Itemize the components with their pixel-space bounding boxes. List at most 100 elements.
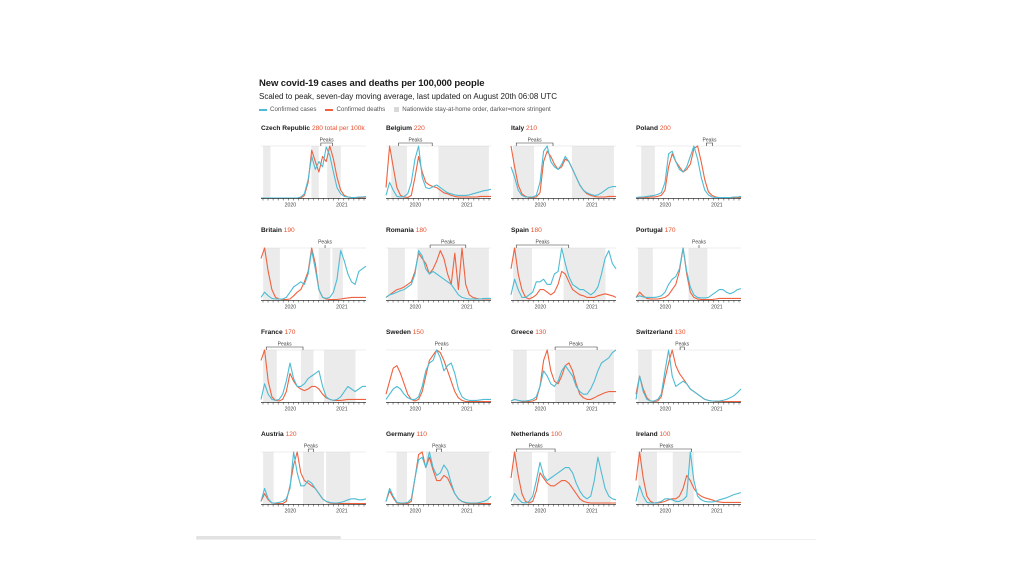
lockdown-band <box>438 146 489 198</box>
x-tick-label-2021: 2021 <box>461 509 473 515</box>
cases-line-switzerland <box>635 349 742 402</box>
x-tick-label-2020: 2020 <box>660 407 672 413</box>
peaks-bracket <box>515 142 554 146</box>
panel-sweden: Sweden 150 2020 2021 Peaks <box>385 329 491 413</box>
death-total-value: 210 <box>526 125 537 132</box>
lockdown-band <box>563 248 606 300</box>
panel-label-spain: Spain 180 <box>511 227 542 234</box>
peaks-label: Peaks <box>675 342 689 348</box>
country-name: Sweden <box>386 329 413 336</box>
x-tick-label-2020: 2020 <box>285 305 297 311</box>
panel-label-romania: Romania 180 <box>386 227 427 234</box>
cases-line-ireland <box>635 451 742 504</box>
country-name: Britain <box>261 227 284 234</box>
death-total-value: 170 <box>665 227 676 234</box>
peaks-bracket <box>679 346 685 350</box>
x-tick-label-2021: 2021 <box>586 407 598 413</box>
peaks-label: Peaks <box>692 240 706 246</box>
deaths-line-spain <box>510 247 617 300</box>
peaks-bracket <box>515 244 570 248</box>
panel-germany: Germany 110 2020 2021 Peaks <box>385 431 492 515</box>
panel-label-ireland: Ireland 100 <box>636 431 671 438</box>
panel-label-austria: Austria 120 <box>261 431 297 438</box>
peaks-bracket <box>436 448 442 452</box>
panel-label-portugal: Portugal 170 <box>636 227 676 234</box>
x-tick-label-2021: 2021 <box>336 203 348 209</box>
panel-label-switzerland: Switzerland 130 <box>636 329 686 336</box>
peaks-label: Peaks <box>441 240 455 246</box>
x-tick-label-2020: 2020 <box>535 407 547 413</box>
country-name: Romania <box>386 227 416 234</box>
lockdown-band <box>641 146 655 198</box>
lockdown-band <box>263 452 274 504</box>
lockdown-band <box>263 146 271 198</box>
x-tick-label-2021: 2021 <box>711 509 723 515</box>
peaks-label: Peaks <box>318 240 332 246</box>
deaths-line-portugal <box>635 247 741 301</box>
x-tick-label-2021: 2021 <box>336 305 348 311</box>
lockdown-band <box>388 248 405 300</box>
country-name: Germany <box>386 431 416 438</box>
panel-label-britain: Britain 190 <box>261 227 295 234</box>
legend-cases-swatch <box>259 108 267 111</box>
lockdown-band <box>547 452 611 504</box>
cases-line-netherlands <box>510 456 617 504</box>
lockdown-band <box>638 248 653 300</box>
legend-deaths-label: Confirmed deaths <box>336 106 386 113</box>
panel-italy: Italy 210 2020 2021 Peaks <box>510 125 616 209</box>
deaths-line-sweden <box>385 349 491 403</box>
deaths-line-austria <box>260 451 366 505</box>
lockdown-band <box>311 146 319 198</box>
cases-line-poland <box>635 145 742 199</box>
panel-label-poland: Poland 200 <box>636 125 671 132</box>
peaks-label: Peaks <box>435 342 449 348</box>
cases-line-britain <box>260 250 367 300</box>
death-total-value: 130 <box>535 329 546 336</box>
x-tick-label-2021: 2021 <box>586 305 598 311</box>
deaths-line-greece <box>510 349 616 403</box>
peaks-label: Peaks <box>408 138 422 144</box>
legend-lockdown-swatch <box>394 107 400 112</box>
legend-cases-label: Confirmed cases <box>270 106 317 113</box>
peaks-label: Peaks <box>536 240 550 246</box>
legend-deaths-swatch <box>325 108 334 111</box>
lockdown-band <box>318 248 331 300</box>
cases-line-spain <box>510 247 617 298</box>
cases-line-sweden <box>385 349 491 401</box>
peaks-bracket <box>640 448 692 452</box>
death-total-value: 190 <box>284 227 295 234</box>
lockdown-band <box>417 248 489 300</box>
death-total-value: 200 <box>660 125 671 132</box>
death-total-value: 170 <box>284 329 295 336</box>
country-name: France <box>261 329 284 336</box>
country-name: Portugal <box>636 227 665 234</box>
peaks-bracket <box>398 142 433 146</box>
panel-label-germany: Germany 110 <box>386 431 427 438</box>
lockdown-band <box>638 452 657 504</box>
peaks-bracket <box>429 244 467 248</box>
country-name: Ireland <box>636 431 659 438</box>
peaks-label: Peaks <box>320 138 334 144</box>
panel-britain: Britain 190 2020 2021 Peaks <box>260 227 367 311</box>
cases-line-austria <box>260 451 367 504</box>
country-name: Switzerland <box>636 329 674 336</box>
chart-subtitle: Scaled to peak, seven-day moving average… <box>259 92 557 101</box>
lockdown-band <box>672 452 694 504</box>
peaks-label: Peaks <box>528 138 542 144</box>
lockdown-band <box>324 350 356 402</box>
cases-line-czech-republic <box>261 146 367 199</box>
deaths-line-netherlands <box>510 451 616 504</box>
horizontal-scrollbar[interactable] <box>196 536 341 539</box>
cases-line-greece <box>510 349 617 402</box>
death-total-value: 180 <box>531 227 542 234</box>
death-total-value: 180 <box>416 227 427 234</box>
country-name: Czech Republic <box>261 125 312 132</box>
panel-portugal: Portugal 170 2020 2021 Peaks <box>635 227 742 311</box>
x-tick-label-2020: 2020 <box>285 203 297 209</box>
x-tick-label-2021: 2021 <box>711 305 723 311</box>
x-tick-label-2020: 2020 <box>660 509 672 515</box>
x-tick-label-2020: 2020 <box>535 305 547 311</box>
lockdown-band <box>638 350 652 402</box>
death-total-value: 150 <box>413 329 424 336</box>
peaks-label: Peaks <box>278 342 292 348</box>
